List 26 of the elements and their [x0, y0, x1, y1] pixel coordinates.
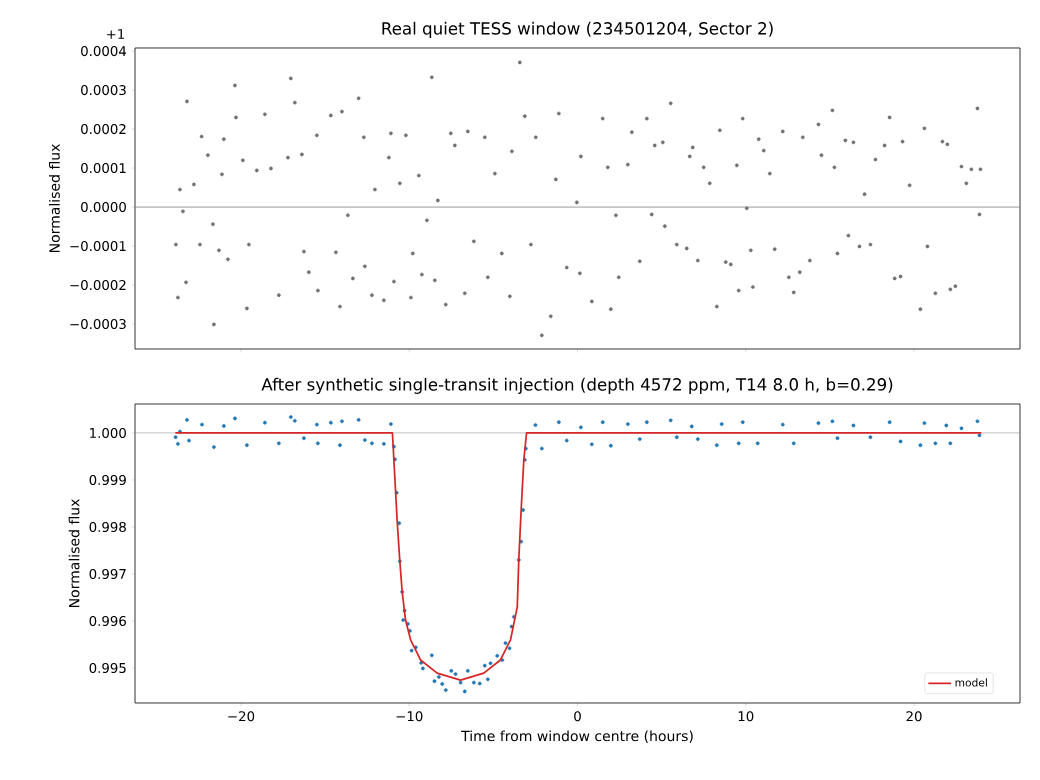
- y-tick-label: 0.996: [89, 615, 126, 627]
- x-tick-label: −20: [228, 711, 255, 722]
- x-tick-label: 0: [574, 711, 581, 722]
- y-tick-label: 0.0002: [81, 124, 126, 135]
- chart-title: Real quiet TESS window (234501204, Sector 2): [382, 21, 773, 38]
- x-tick-label: 10: [738, 711, 754, 722]
- y-tick-label: 0.0000: [81, 202, 126, 213]
- y-tick-label: 0.0001: [81, 163, 126, 174]
- y-tick-label: 0.0003: [81, 85, 126, 96]
- chart-title: After synthetic single-transit injection (depth 4572 ppm, T14 8.0 h, b=0.29): [261, 377, 893, 394]
- y-tick-label: 0.0004: [81, 46, 127, 57]
- y-axis-title: Normalised flux: [49, 144, 60, 252]
- y-tick-label: 0.995: [89, 662, 126, 674]
- y-tick-label: 0.999: [89, 474, 126, 486]
- y-tick-label: −0.0002: [70, 279, 126, 291]
- y-axis-title: Normalised flux: [68, 499, 80, 607]
- y-tick-label: 0.997: [89, 568, 126, 580]
- text: +1: [107, 29, 125, 39]
- y-tick-label: −0.0003: [70, 318, 126, 330]
- y-tick-label: −0.0001: [70, 240, 126, 252]
- x-tick-label: −10: [396, 711, 423, 722]
- y-tick-label: 1.000: [90, 427, 126, 439]
- x-axis-title: Time from window centre (hours): [461, 730, 693, 743]
- legend-label: model: [955, 678, 987, 687]
- x-tick-label: 20: [906, 711, 922, 722]
- y-tick-label: 0.998: [89, 521, 126, 533]
